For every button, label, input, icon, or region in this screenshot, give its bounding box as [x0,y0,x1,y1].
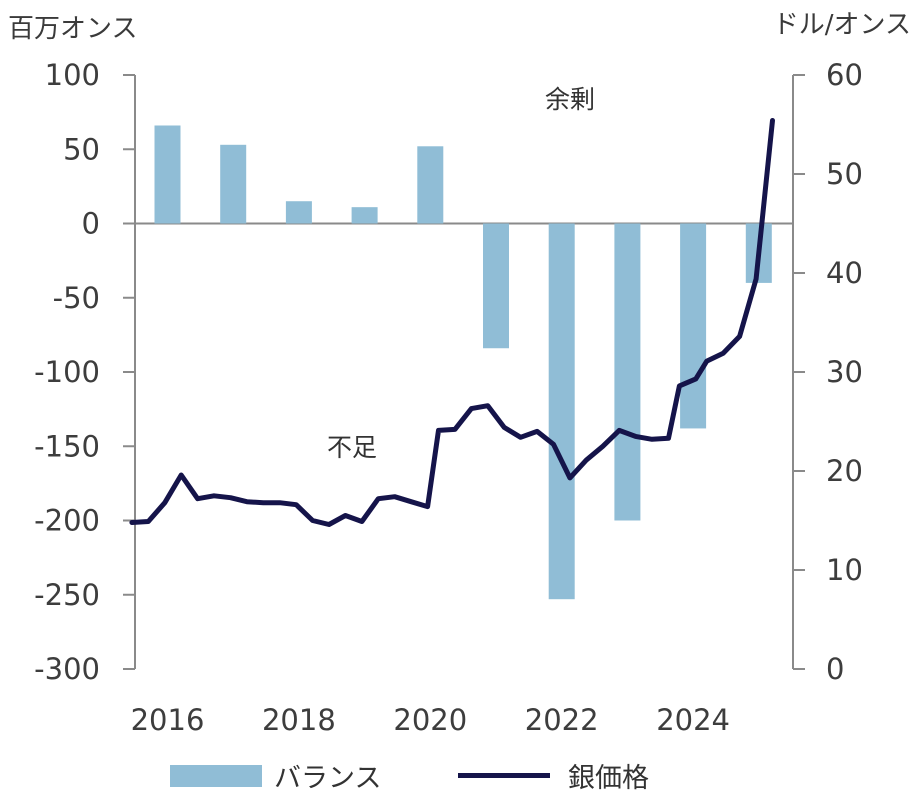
axes-layer: 100500-50-100-150-200-250-30060504030201… [34,58,863,737]
left-axis-tick-label: -50 [53,281,100,315]
right-axis-tick-label: 30 [826,355,863,389]
left-axis-tick-label: 0 [82,207,100,241]
x-axis-tick-label: 2022 [525,703,599,737]
left-axis-tick-label: 100 [45,58,100,92]
legend-item-price: 銀価格 [458,756,649,795]
right-axis-tick-label: 40 [826,256,863,290]
right-axis-tick-label: 10 [826,553,863,587]
left-axis-tick-label: -250 [34,578,100,612]
x-axis-tick-label: 2018 [262,703,336,737]
legend-label-price: 銀価格 [568,763,649,794]
right-axis-tick-label: 0 [826,652,844,686]
left-axis-tick-label: -150 [34,429,100,463]
balance-bar [417,146,444,224]
left-axis-unit: 百万オンス [8,14,138,44]
right-axis-unit: ドル/オンス [772,10,911,40]
legend-item-balance: バランス [170,756,381,795]
balance-bar [548,223,575,600]
left-axis-tick-label: -300 [34,652,100,686]
left-axis-tick-label: 50 [63,132,100,166]
balance-bar [154,125,181,224]
balance-bar [220,144,247,224]
annotation-deficit: 不足 [327,433,377,462]
legend-label-balance: バランス [274,763,382,794]
annotation-surplus: 余剰 [545,85,595,114]
right-axis-tick-label: 60 [826,58,863,92]
balance-bar [285,201,312,224]
x-axis-tick-label: 2016 [131,703,205,737]
x-axis-tick-label: 2020 [393,703,467,737]
x-axis-tick-label: 2024 [656,703,730,737]
balance-bar [680,223,707,429]
left-axis-tick-label: -200 [34,504,100,538]
balance-bar [614,223,641,521]
right-axis-tick-label: 50 [826,157,863,191]
legend-swatch-line [458,773,550,778]
left-axis-tick-label: -100 [34,355,100,389]
bars-layer [154,125,772,600]
balance-bar [483,223,509,349]
line-layer [129,118,775,527]
right-axis-tick-label: 20 [826,454,863,488]
silver-price-line [129,118,775,527]
legend-swatch-bar [170,764,262,787]
balance-bar [351,207,378,224]
